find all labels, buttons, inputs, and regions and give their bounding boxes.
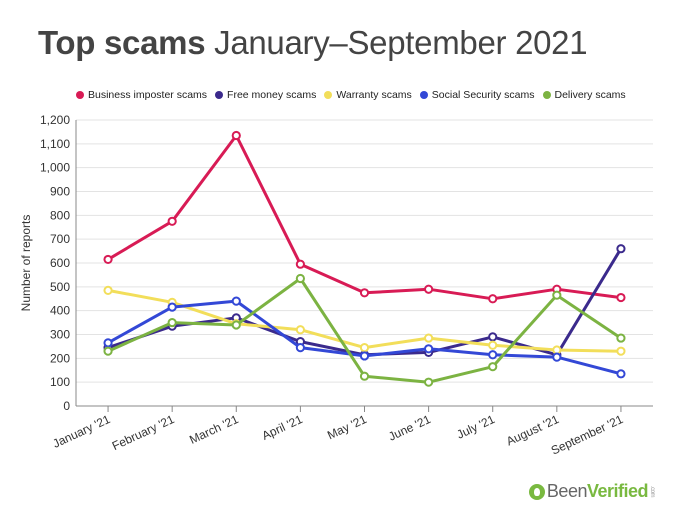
legend-item: Delivery scams — [542, 89, 626, 101]
data-point — [167, 216, 177, 226]
y-axis-label: Number of reports — [19, 215, 33, 312]
data-point — [359, 351, 370, 361]
x-tick-label: February '21 — [110, 412, 177, 453]
data-point — [552, 345, 562, 355]
y-tick-label: 800 — [50, 208, 70, 222]
y-tick-label: 1,000 — [40, 161, 70, 175]
x-tick-label: March '21 — [187, 412, 241, 447]
y-tick-label: 200 — [50, 351, 70, 365]
data-point — [424, 377, 434, 387]
data-point — [359, 288, 370, 298]
data-point — [231, 296, 241, 306]
data-point — [488, 362, 498, 372]
data-point — [552, 352, 562, 362]
data-point — [295, 273, 305, 284]
data-point — [616, 333, 626, 343]
data-point — [231, 130, 241, 141]
chart-legend: Business imposter scams Free money scams W… — [76, 89, 626, 101]
data-point — [295, 259, 305, 269]
legend-item: Social Security scams — [419, 89, 535, 101]
legend-item: Free money scams — [215, 89, 316, 101]
y-tick-label: 500 — [50, 280, 70, 294]
legend-label: Warranty scams — [336, 89, 412, 101]
legend-marker-icon — [324, 91, 333, 99]
x-tick-label: May '21 — [325, 412, 369, 442]
x-tick-label: July '21 — [455, 412, 498, 442]
data-point — [488, 340, 498, 350]
legend-item: Business imposter scams — [76, 89, 207, 101]
data-point — [424, 344, 434, 354]
data-point — [359, 343, 370, 353]
chart-title: Top scams January–September 2021 — [38, 24, 588, 62]
data-point — [616, 292, 626, 303]
legend-marker-icon — [419, 91, 428, 99]
logo-text-com: .com — [649, 485, 655, 497]
legend-item: Warranty scams — [324, 89, 412, 101]
legend-label: Free money scams — [227, 89, 317, 101]
y-tick-label: 900 — [50, 185, 70, 199]
y-tick-label: 100 — [50, 375, 70, 389]
y-tick-label: 0 — [63, 399, 70, 413]
y-tick-label: 400 — [50, 304, 70, 318]
y-tick-label: 600 — [50, 256, 70, 270]
data-point — [359, 371, 370, 381]
data-point — [103, 346, 113, 356]
data-point — [424, 333, 434, 343]
beenverified-logo-icon — [528, 483, 545, 500]
data-point — [616, 346, 626, 356]
data-point — [103, 285, 113, 296]
x-tick-label: June '21 — [386, 412, 433, 444]
data-point — [295, 325, 305, 335]
data-point — [167, 317, 177, 328]
logo-text-been: Been — [546, 481, 588, 501]
x-tick-label: January '21 — [51, 412, 113, 451]
y-tick-label: 700 — [50, 232, 70, 246]
y-tick-label: 1,100 — [40, 137, 70, 151]
x-tick-label: April '21 — [260, 412, 305, 443]
chart-title-bold: Top scams — [38, 24, 206, 61]
y-tick-label: 300 — [50, 328, 70, 342]
logo-text-verified: Verified — [586, 481, 649, 501]
data-point — [552, 290, 562, 300]
legend-label: Delivery scams — [554, 89, 626, 101]
x-tick-label: September '21 — [549, 412, 626, 458]
data-point — [488, 350, 498, 360]
data-point — [488, 294, 498, 304]
legend-marker-icon — [215, 91, 224, 99]
legend-label: Business imposter scams — [88, 89, 208, 101]
data-point — [231, 320, 241, 330]
series-line — [106, 134, 623, 301]
data-point — [616, 244, 626, 254]
series-line — [106, 247, 623, 357]
data-point — [103, 338, 113, 348]
chart-title-rest: January–September 2021 — [205, 24, 588, 61]
legend-marker-icon — [542, 91, 551, 99]
legend-label: Social Security scams — [431, 89, 535, 101]
data-point — [616, 369, 626, 379]
data-point — [103, 254, 113, 265]
beenverified-logo: Been Verified .com — [528, 481, 655, 502]
data-point — [424, 284, 434, 294]
series-line — [106, 288, 623, 353]
data-point — [167, 302, 177, 312]
data-point — [488, 332, 498, 342]
series-line — [106, 299, 623, 376]
y-tick-label: 1,200 — [40, 113, 70, 127]
data-point — [295, 343, 305, 353]
legend-marker-icon — [76, 91, 84, 99]
